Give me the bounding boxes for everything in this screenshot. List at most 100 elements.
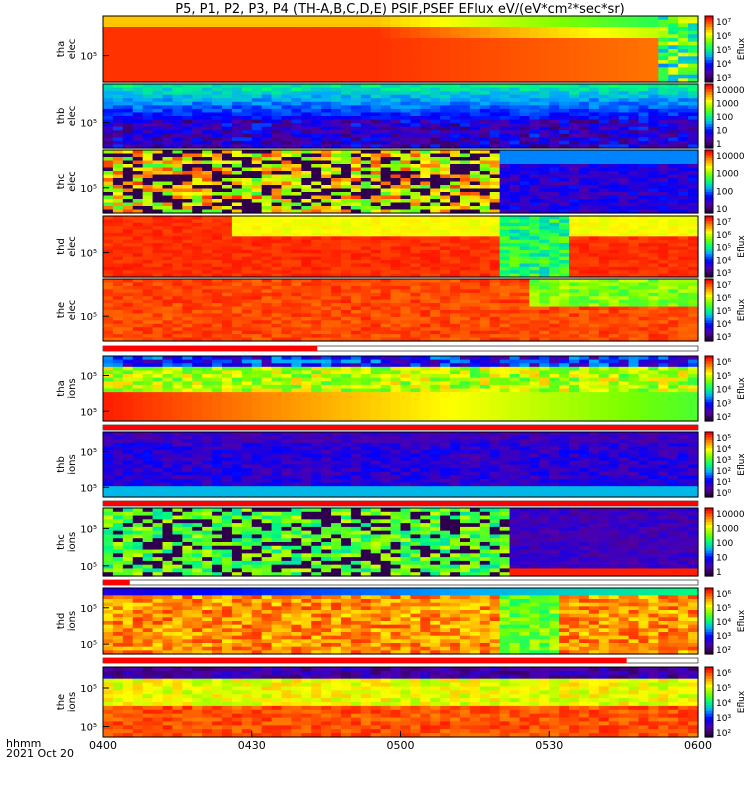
heatmap-cell xyxy=(618,195,630,200)
heatmap-cell xyxy=(182,232,193,237)
heatmap-cell xyxy=(192,49,203,54)
heatmap-cell xyxy=(261,253,273,258)
heatmap-cell xyxy=(202,137,213,142)
heatmap-cell xyxy=(112,303,124,308)
heatmap-cell xyxy=(519,94,531,99)
heatmap-cell xyxy=(648,94,659,99)
heatmap-cell xyxy=(410,126,421,131)
heatmap-cell xyxy=(668,209,679,214)
heatmap-cell xyxy=(529,91,540,96)
heatmap-cell xyxy=(192,87,203,92)
heatmap-cell xyxy=(618,256,630,261)
heatmap-cell xyxy=(499,41,511,46)
heatmap-cell xyxy=(588,34,600,39)
heatmap-cell xyxy=(222,45,233,50)
heatmap-cell xyxy=(539,273,550,278)
heatmap-cell xyxy=(400,209,412,214)
heatmap-cell xyxy=(281,313,293,318)
heatmap-cell xyxy=(251,63,263,68)
heatmap-cell xyxy=(479,202,491,207)
heatmap-cell xyxy=(420,130,431,135)
heatmap-cell xyxy=(360,270,372,275)
heatmap-cell xyxy=(688,38,699,43)
heatmap-cell xyxy=(658,157,669,162)
heatmap-cell xyxy=(638,181,650,186)
heatmap-cell xyxy=(450,34,461,39)
heatmap-cell xyxy=(281,130,293,135)
heatmap-cell xyxy=(489,41,501,46)
heatmap-cell xyxy=(430,144,441,149)
heatmap-cell xyxy=(291,30,302,35)
heatmap-cell xyxy=(281,323,293,328)
heatmap-cell xyxy=(688,192,699,197)
heatmap-cell xyxy=(251,253,263,258)
heatmap-cell xyxy=(251,178,263,183)
heatmap-cell xyxy=(182,38,193,43)
heatmap-cell xyxy=(420,222,431,227)
heatmap-cell xyxy=(182,256,193,261)
heatmap-cell xyxy=(608,60,620,65)
heatmap-cell xyxy=(549,171,560,176)
heatmap-cell xyxy=(202,178,213,183)
heatmap-cell xyxy=(192,140,203,146)
heatmap-cell xyxy=(569,56,580,61)
heatmap-cell xyxy=(390,181,402,186)
heatmap-cell xyxy=(569,123,580,128)
heatmap-cell xyxy=(152,285,164,290)
heatmap-cell xyxy=(529,133,540,138)
heatmap-cell xyxy=(539,209,550,214)
heatmap-cell xyxy=(598,160,610,165)
heatmap-cell xyxy=(341,263,352,268)
heatmap-cell xyxy=(202,167,213,172)
heatmap-cell xyxy=(212,60,223,65)
heatmap-cell xyxy=(360,160,372,165)
heatmap-cell xyxy=(132,188,144,193)
heatmap-cell xyxy=(212,150,223,155)
heatmap-cell xyxy=(450,63,461,68)
heatmap-cell xyxy=(122,266,134,271)
heatmap-cell xyxy=(370,222,382,227)
colorbar-tick-label: 10⁴ xyxy=(716,256,731,266)
heatmap-cell xyxy=(628,94,640,99)
heatmap-cell xyxy=(430,84,441,89)
heatmap-cell xyxy=(450,23,461,28)
heatmap-cell xyxy=(261,323,273,328)
heatmap-cell xyxy=(479,56,491,61)
heatmap-cell xyxy=(172,52,183,57)
heatmap-cell xyxy=(301,60,312,65)
heatmap-cell xyxy=(291,101,302,106)
heatmap-cell xyxy=(122,188,134,193)
heatmap-cell xyxy=(222,108,233,114)
heatmap-cell xyxy=(618,74,630,79)
heatmap-cell xyxy=(360,323,372,328)
heatmap-cell xyxy=(499,144,511,149)
heatmap-cell xyxy=(469,202,481,207)
heatmap-cell xyxy=(618,19,630,24)
heatmap-cell xyxy=(519,171,531,176)
heatmap-cell xyxy=(271,253,283,258)
heatmap-cell xyxy=(380,67,392,72)
heatmap-cell xyxy=(489,78,501,83)
heatmap-cell xyxy=(350,116,362,121)
heatmap-cell xyxy=(648,112,659,117)
heatmap-cell xyxy=(360,144,372,149)
heatmap-cell xyxy=(559,153,570,158)
heatmap-cell xyxy=(112,273,124,278)
heatmap-cell xyxy=(539,71,550,76)
heatmap-cell xyxy=(638,229,650,234)
heatmap-cell xyxy=(192,270,203,275)
heatmap-cell xyxy=(350,87,362,92)
heatmap-cell xyxy=(192,256,203,261)
heatmap-cell xyxy=(618,38,630,43)
heatmap-cell xyxy=(321,327,332,332)
heatmap-cell xyxy=(222,181,233,186)
heatmap-cell xyxy=(112,320,124,325)
heatmap-cell xyxy=(231,119,243,124)
heatmap-cell xyxy=(182,313,193,318)
heatmap-cell xyxy=(231,16,243,21)
heatmap-cell xyxy=(281,178,293,183)
heatmap-cell xyxy=(222,320,233,325)
heatmap-cell xyxy=(360,199,372,204)
heatmap-cell xyxy=(261,306,273,311)
heatmap-cell xyxy=(678,38,689,43)
